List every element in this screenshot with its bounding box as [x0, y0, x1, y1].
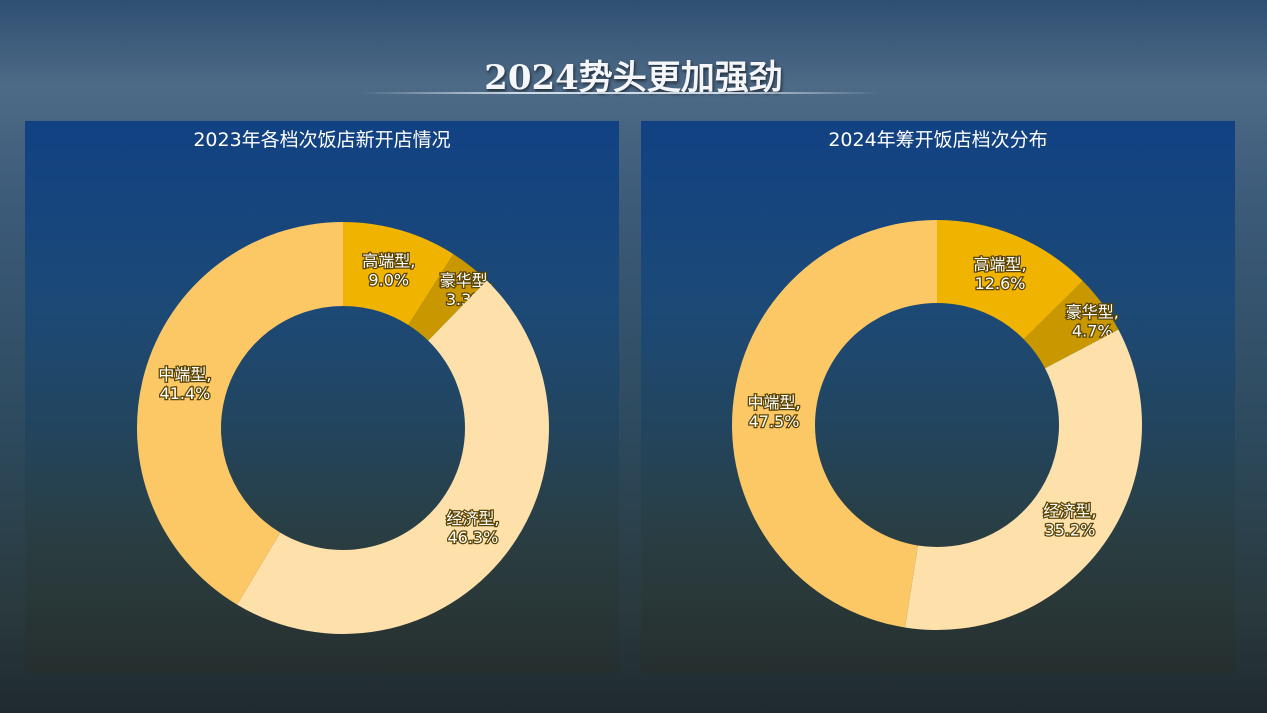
data-label-category: 豪华型, [440, 271, 493, 290]
data-label-value: 47.5% [749, 412, 800, 431]
data-label-category: 中端型, [747, 393, 800, 412]
data-label-category: 高端型, [973, 255, 1026, 274]
data-label: 中端型, 41.4% [158, 365, 211, 403]
donut-slice-1 [408, 254, 487, 341]
data-label-value: 46.3% [447, 528, 498, 547]
data-label-category: 经济型, [446, 509, 499, 528]
data-label-value: 4.7% [1072, 322, 1113, 341]
data-label-value: 41.4% [160, 384, 211, 403]
data-label-category: 豪华型, [1066, 303, 1119, 322]
data-label: 高端型, 12.6% [973, 255, 1026, 293]
donut-chart-2024: 高端型, 12.6% 豪华型, 4.7% 经济型, 35.2% 中端型, 47.5% [732, 220, 1142, 630]
data-label-value: 12.6% [975, 274, 1026, 293]
data-label: 豪华型, 4.7% [1066, 303, 1119, 341]
donut-slice-0 [937, 220, 1083, 340]
donut-chart-2023: 高端型, 9.0% 豪华型, 3.3%经济型, 46.3%中端型, 41.4% [136, 222, 550, 635]
donut-slice-2 [237, 280, 550, 635]
chart-panel-2024: 2024年筹开饭店档次分布 高端型, 12.6% 豪华型, 4.7% 经济型, 35.2%… [641, 121, 1235, 673]
page-title: 2024势头更加强劲 [484, 58, 783, 98]
chart-title: 2023年各档次饭店新开店情况 [193, 129, 451, 151]
data-label: 高端型, 9.0% [362, 252, 415, 290]
donut-slice-3 [732, 220, 937, 628]
data-label-category: 中端型, [158, 365, 211, 384]
data-label: 经济型, 35.2% [1043, 501, 1096, 539]
donut-slice-0 [343, 222, 454, 325]
donut-slice-2 [904, 329, 1142, 630]
data-label: 经济型, 46.3% [446, 509, 499, 547]
data-label-value: 35.2% [1044, 520, 1095, 539]
donut-slice-1 [1023, 280, 1119, 369]
donut-slice-3 [136, 222, 343, 605]
data-label-value: 9.0% [368, 271, 409, 290]
data-label-category: 经济型, [1043, 501, 1096, 520]
title-divider [360, 92, 880, 94]
chart-panel-2023: 2023年各档次饭店新开店情况 高端型, 9.0% 豪华型, 3.3% 经济型, 46.3… [25, 121, 619, 673]
data-label: 中端型, 47.5% [747, 393, 800, 431]
data-label-category: 高端型, [362, 252, 415, 271]
chart-title: 2024年筹开饭店档次分布 [828, 129, 1048, 151]
